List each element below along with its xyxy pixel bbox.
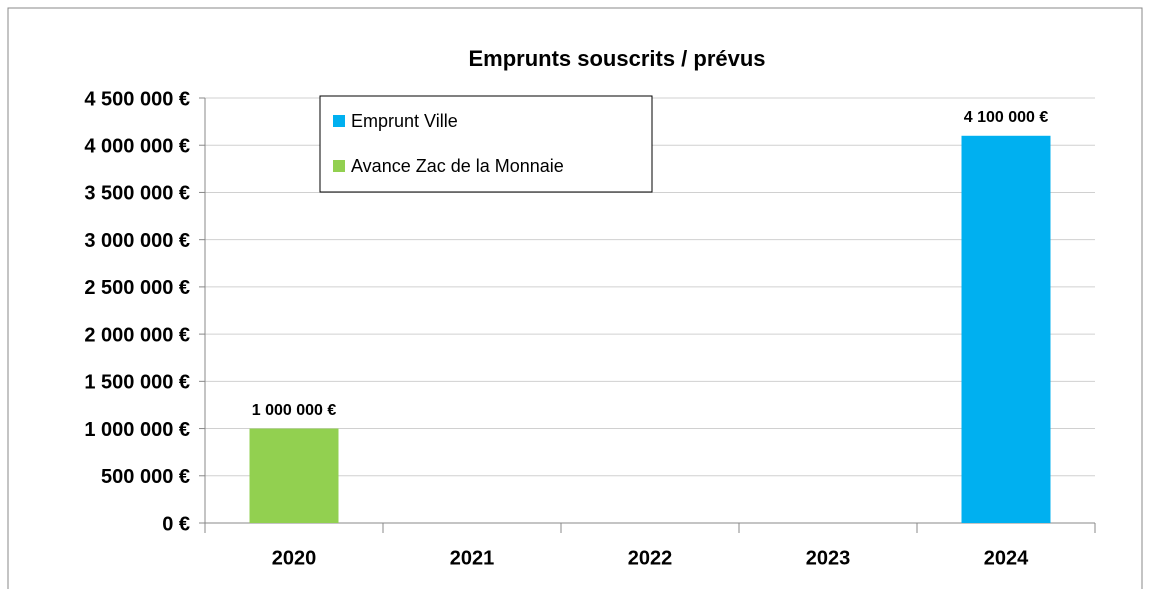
- y-tick-label: 4 500 000 €: [84, 88, 190, 110]
- bar: [249, 428, 339, 523]
- x-tick-label: 2020: [272, 547, 317, 569]
- legend-swatch: [333, 115, 345, 127]
- y-tick-label: 3 000 000 €: [84, 230, 190, 252]
- data-label: 1 000 000 €: [252, 402, 337, 419]
- legend-label: Emprunt Ville: [351, 111, 458, 131]
- y-tick-label: 500 000 €: [101, 466, 190, 488]
- y-tick-label: 0 €: [162, 513, 190, 535]
- legend-swatch: [333, 160, 345, 172]
- legend-box: [319, 95, 653, 193]
- y-tick-label: 4 000 000 €: [84, 136, 190, 158]
- data-label: 4 100 000 €: [964, 109, 1049, 126]
- chart-frame: [7, 7, 1143, 589]
- x-tick-label: 2023: [806, 547, 851, 569]
- y-tick-label: 1 000 000 €: [84, 419, 190, 441]
- x-tick-label: 2022: [628, 547, 673, 569]
- chart-title: Emprunts souscrits / prévus: [468, 46, 765, 71]
- x-tick-label: 2021: [450, 547, 495, 569]
- legend-label: Avance Zac de la Monnaie: [351, 156, 564, 176]
- bar: [961, 135, 1051, 523]
- y-tick-label: 2 500 000 €: [84, 277, 190, 299]
- y-tick-label: 1 500 000 €: [84, 372, 190, 394]
- y-tick-label: 2 000 000 €: [84, 324, 190, 346]
- x-tick-label: 2024: [984, 547, 1029, 569]
- y-tick-label: 3 500 000 €: [84, 183, 190, 205]
